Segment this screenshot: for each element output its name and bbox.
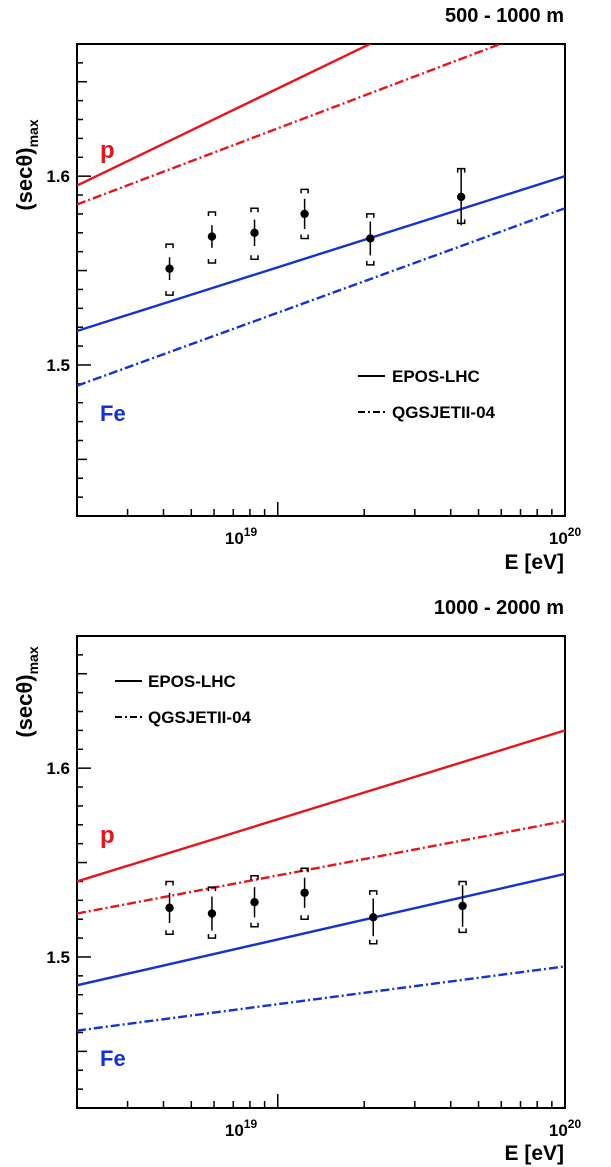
panel-1-legend-label-qgsjet: QGSJETII-04 [392, 403, 496, 422]
panel-1-title: 500 - 1000 m [445, 5, 564, 27]
sys-bracket-upper [165, 243, 174, 249]
panel-1-xtick-label-1e20: 1020 [549, 525, 582, 548]
data-point-2 [207, 211, 217, 264]
panel-1-legend-label-epos: EPOS-LHC [392, 367, 480, 386]
point-marker [458, 901, 467, 911]
data-point-2 [207, 886, 217, 939]
panel-2-ylabel: (secθ)max [12, 646, 41, 737]
panel-1-ylabel: (secθ)max [12, 119, 41, 210]
panel-2-ylabel-main: (secθ) [12, 674, 37, 737]
sys-bracket-lower [207, 934, 217, 939]
point-marker [165, 903, 174, 913]
panel-2-xlabel: E [eV] [504, 1142, 564, 1165]
sys-bracket-lower [207, 259, 217, 264]
model-line-2 [77, 44, 504, 206]
data-point-6 [456, 167, 466, 226]
sys-bracket-upper [369, 890, 378, 895]
panel-2-label-fe: Fe [100, 1046, 126, 1071]
model-line-3 [77, 872, 565, 987]
sys-bracket-lower [250, 255, 259, 260]
svg-text:(secθ)max: (secθ)max [12, 646, 41, 737]
point-marker [165, 264, 174, 273]
panel-1-ytick-label-1.5: 1.5 [46, 356, 70, 375]
svg-text:(secθ)max: (secθ)max [12, 119, 41, 210]
panel-2-ytick-label-1.5: 1.5 [46, 948, 70, 967]
model-line-3 [77, 175, 565, 333]
data-point-4 [300, 867, 309, 920]
model-line-1 [77, 44, 373, 187]
panel-1-ylabel-sub: max [25, 119, 41, 147]
data-point-1 [165, 243, 174, 296]
model-line-4 [77, 207, 565, 387]
panel-1-ticks [76, 43, 566, 517]
sys-bracket-upper [165, 880, 174, 886]
point-marker [366, 234, 375, 243]
panel-1-ylabel-main: (secθ) [12, 147, 37, 210]
panel-2-ticks [76, 635, 566, 1109]
panel-2-xtick-label-1e20: 1020 [549, 1117, 582, 1140]
point-marker [250, 228, 259, 237]
sys-bracket-lower [250, 922, 259, 928]
sys-bracket-upper [300, 867, 309, 873]
sys-bracket-upper [456, 167, 466, 173]
point-marker [250, 898, 259, 907]
sys-bracket-upper [207, 211, 217, 217]
data-point-5 [369, 890, 378, 945]
panel-1-plot-frame [76, 43, 566, 517]
panel-1-label-p: p [100, 137, 115, 164]
panel-2-data-points [165, 867, 467, 945]
point-marker [300, 888, 309, 897]
panel-2-ylabel-sub: max [25, 646, 41, 674]
panel-2-legend: EPOS-LHC QGSJETII-04 [115, 672, 252, 727]
panel-1-data-points [165, 167, 466, 296]
model-line-4 [77, 965, 565, 1032]
panel-2-ytick-label-1.6: 1.6 [46, 759, 70, 778]
sys-bracket-upper [458, 880, 467, 886]
panel-2-xtick-label-1e19: 1019 [225, 1117, 258, 1140]
sys-bracket-lower [369, 939, 378, 945]
panel-1: 500 - 1000 m (secθ)max 1.5 1.6 1019 1020… [12, 5, 582, 574]
sys-bracket-lower [366, 260, 375, 266]
sys-bracket-lower [165, 930, 174, 936]
sys-bracket-upper [300, 188, 309, 194]
model-line-2 [77, 819, 565, 915]
data-point-6 [458, 880, 467, 934]
panel-1-model-lines [77, 44, 565, 387]
panel-2-legend-label-qgsjet: QGSJETII-04 [148, 708, 252, 727]
sys-bracket-upper [366, 213, 375, 218]
panel-2-plot-frame [76, 635, 566, 1109]
sys-bracket-upper [250, 207, 259, 213]
point-marker [369, 913, 378, 922]
sys-bracket-upper [250, 875, 259, 880]
data-point-5 [366, 213, 375, 266]
panel-1-xtick-label-1e19: 1019 [225, 525, 258, 548]
sys-bracket-lower [458, 928, 467, 934]
data-point-4 [300, 188, 309, 240]
sys-bracket-lower [300, 234, 309, 240]
panel-2-model-lines [77, 729, 565, 1032]
panel-2-title: 1000 - 2000 m [434, 597, 564, 619]
sys-bracket-lower [165, 291, 174, 296]
point-marker [207, 909, 217, 918]
model-line-1 [77, 729, 565, 883]
panel-2-label-p: p [100, 822, 115, 849]
panel-2-legend-label-epos: EPOS-LHC [148, 672, 236, 691]
point-marker [300, 209, 309, 219]
point-marker [207, 232, 217, 241]
panel-2: 1000 - 2000 m (secθ)max 1.5 1.6 1019 102… [12, 597, 581, 1165]
panel-1-xlabel: E [eV] [504, 551, 564, 574]
data-point-3 [250, 207, 259, 260]
sys-bracket-lower [456, 219, 466, 225]
panel-1-label-fe: Fe [100, 401, 126, 426]
point-marker [456, 192, 466, 202]
sys-bracket-lower [300, 915, 309, 920]
panel-1-ytick-label-1.6: 1.6 [46, 167, 70, 186]
sys-bracket-upper [207, 886, 217, 892]
data-point-3 [250, 875, 259, 928]
data-point-1 [165, 880, 174, 936]
panel-1-legend: EPOS-LHC QGSJETII-04 [358, 367, 496, 422]
